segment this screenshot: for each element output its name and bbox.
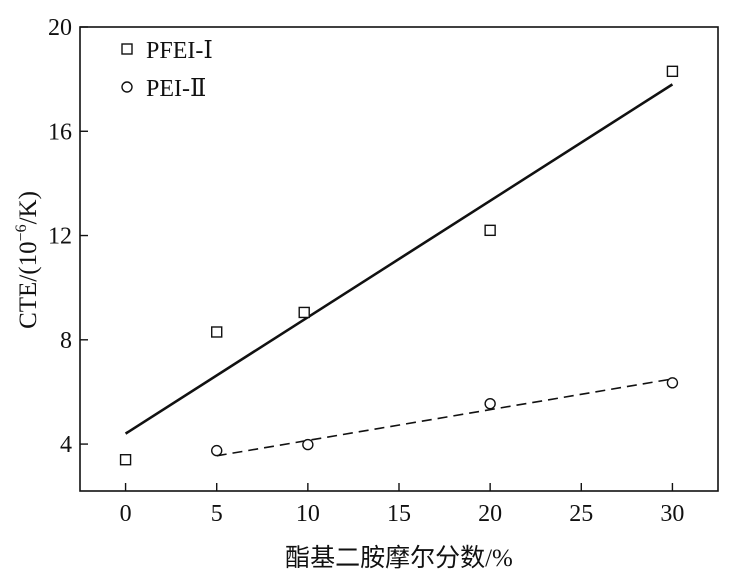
legend-marker-pei — [121, 81, 133, 93]
data-point-pfei — [298, 306, 310, 319]
y-tick-label: 12 — [48, 224, 72, 250]
y-tick-label: 16 — [48, 119, 72, 145]
legend-marker-pfei — [121, 43, 133, 55]
y-tick-label: 20 — [48, 15, 72, 41]
y-axis-label-prefix: CTE/(10 — [15, 241, 42, 329]
x-tick-label: 10 — [296, 501, 320, 527]
legend: PFEI-Ⅰ PEI-Ⅱ — [121, 38, 213, 102]
x-tick-label: 0 — [120, 501, 132, 527]
legend-label-pfei: PFEI-Ⅰ — [146, 38, 213, 64]
y-tick-label: 8 — [60, 328, 72, 354]
legend-label-pei: PEI-Ⅱ — [146, 76, 206, 102]
fit-line-pfei — [124, 83, 674, 435]
y-axis-label-exponent: −6 — [13, 224, 30, 241]
data-point-pfei — [666, 65, 679, 78]
data-markers — [119, 65, 679, 466]
x-tick-label: 25 — [569, 501, 593, 527]
data-point-pei — [211, 444, 223, 457]
data-point-pei — [484, 397, 496, 410]
data-point-pfei — [484, 224, 496, 237]
data-point-pei — [302, 438, 314, 451]
x-tick-label: 20 — [478, 501, 502, 527]
x-axis-label: 酯基二胺摩尔分数/% — [285, 544, 513, 572]
data-point-pfei — [119, 454, 132, 466]
y-axis-label: CTE/(10−6/K) — [13, 191, 42, 329]
x-tick-label: 15 — [387, 501, 411, 527]
data-point-pei — [666, 377, 679, 389]
fit-lines — [124, 83, 674, 457]
x-tick-label: 5 — [211, 501, 223, 527]
fit-line-pei — [216, 378, 673, 457]
y-tick-label: 4 — [60, 432, 72, 458]
x-tick-label: 30 — [660, 501, 684, 527]
data-point-pfei — [211, 326, 223, 338]
y-axis-label-suffix: /K) — [15, 191, 42, 224]
axes: 0 5 10 15 20 25 30 4 8 12 16 20 — [48, 15, 684, 527]
